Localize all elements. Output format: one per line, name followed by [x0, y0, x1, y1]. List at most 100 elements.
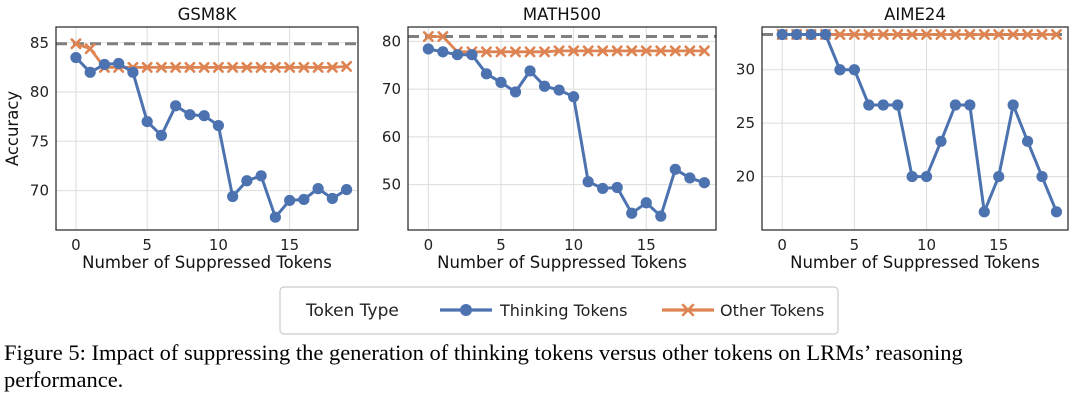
point-thinking-tokens — [284, 194, 296, 207]
y-tick-label: 20 — [736, 168, 755, 186]
series-line-thinking-tokens — [782, 33, 1058, 214]
point-thinking-tokens — [819, 28, 832, 41]
point-thinking-tokens — [212, 119, 224, 132]
point-other-tokens — [510, 46, 522, 58]
point-thinking-tokens — [669, 163, 681, 175]
point-thinking-tokens — [127, 66, 139, 78]
point-thinking-tokens — [155, 129, 168, 141]
y-tick-label: 25 — [736, 114, 755, 132]
x-axis-label: Number of Suppressed Tokens — [790, 253, 1040, 272]
point-thinking-tokens — [611, 181, 623, 194]
panel-title: GSM8K — [178, 5, 238, 24]
legend: Token Type Thinking Tokens Other Tokens — [279, 286, 839, 335]
point-thinking-tokens — [863, 99, 875, 111]
figure-caption: Figure 5: Impact of suppressing the gene… — [4, 340, 963, 392]
point-thinking-tokens — [568, 91, 580, 103]
x-tick-label: 0 — [71, 236, 81, 254]
point-other-tokens — [611, 45, 623, 57]
point-other-tokens — [1022, 28, 1034, 40]
point-other-tokens — [597, 45, 609, 57]
x-axis-label: Number of Suppressed Tokens — [437, 253, 687, 272]
point-thinking-tokens — [113, 57, 125, 70]
panel-title: MATH500 — [523, 5, 601, 24]
point-other-tokens — [892, 28, 904, 40]
point-thinking-tokens — [480, 68, 493, 80]
point-other-tokens — [993, 28, 1005, 40]
point-thinking-tokens — [241, 175, 253, 187]
legend-title: Token Type — [305, 301, 399, 321]
x-axis-label: Number of Suppressed Tokens — [82, 253, 332, 272]
point-other-tokens — [298, 61, 310, 73]
plot-frame — [761, 26, 1069, 231]
y-tick-label: 50 — [382, 176, 401, 194]
point-thinking-tokens — [538, 80, 551, 92]
point-thinking-tokens — [993, 170, 1005, 183]
y-tick-label: 70 — [30, 182, 49, 200]
point-thinking-tokens — [920, 170, 933, 183]
point-thinking-tokens — [655, 210, 667, 222]
point-thinking-tokens — [466, 49, 478, 61]
point-other-tokens — [655, 45, 667, 57]
x-tick-label: 10 — [209, 236, 228, 254]
legend-marker-other — [681, 303, 695, 317]
y-tick-label: 70 — [382, 80, 401, 98]
point-other-tokens — [949, 28, 961, 40]
point-thinking-tokens — [626, 207, 638, 219]
point-thinking-tokens — [791, 28, 803, 41]
plot-frame — [55, 26, 359, 231]
y-tick-label: 30 — [736, 61, 755, 79]
point-thinking-tokens — [437, 46, 449, 58]
point-thinking-tokens — [805, 28, 817, 41]
x-tick-label: 5 — [850, 236, 860, 254]
point-thinking-tokens — [776, 28, 788, 41]
legend-frame — [279, 286, 839, 335]
y-tick-label: 80 — [382, 32, 401, 50]
point-other-tokens — [1007, 28, 1019, 40]
point-other-tokens — [170, 61, 182, 73]
point-other-tokens — [834, 28, 846, 40]
point-thinking-tokens — [553, 84, 565, 96]
point-other-tokens — [684, 45, 696, 57]
point-thinking-tokens — [582, 176, 594, 188]
x-tick-label: 10 — [917, 236, 936, 254]
point-thinking-tokens — [70, 51, 82, 64]
point-other-tokens — [1050, 28, 1062, 40]
point-other-tokens — [141, 61, 153, 73]
panel-title: AIME24 — [884, 5, 946, 24]
point-other-tokens — [198, 61, 210, 73]
point-other-tokens — [524, 46, 536, 58]
point-thinking-tokens — [184, 109, 196, 121]
point-thinking-tokens — [1050, 206, 1063, 218]
point-thinking-tokens — [524, 65, 536, 77]
point-other-tokens — [227, 61, 239, 73]
point-other-tokens — [1036, 28, 1048, 40]
y-tick-label: 80 — [30, 83, 49, 101]
point-other-tokens — [84, 43, 96, 55]
point-thinking-tokens — [949, 99, 962, 111]
point-thinking-tokens — [255, 170, 267, 182]
point-thinking-tokens — [298, 193, 310, 206]
point-other-tokens — [877, 28, 889, 40]
point-thinking-tokens — [451, 49, 463, 61]
point-thinking-tokens — [640, 197, 652, 209]
point-other-tokens — [255, 61, 267, 73]
x-tick-label: 15 — [280, 236, 299, 254]
point-thinking-tokens — [312, 183, 324, 195]
point-other-tokens — [284, 61, 296, 73]
point-thinking-tokens — [978, 206, 990, 218]
x-tick-label: 5 — [142, 236, 152, 254]
y-tick-label: 60 — [382, 128, 401, 146]
point-thinking-tokens — [834, 64, 846, 76]
point-thinking-tokens — [170, 100, 182, 112]
point-other-tokens — [326, 61, 338, 73]
point-other-tokens — [437, 31, 449, 43]
point-thinking-tokens — [848, 64, 860, 76]
point-other-tokens — [269, 61, 281, 73]
point-other-tokens — [669, 45, 681, 57]
legend-label-other: Other Tokens — [720, 301, 824, 320]
point-other-tokens — [863, 28, 875, 40]
point-thinking-tokens — [198, 110, 210, 122]
point-thinking-tokens — [1007, 99, 1019, 111]
point-thinking-tokens — [509, 86, 522, 98]
point-thinking-tokens — [495, 76, 507, 89]
